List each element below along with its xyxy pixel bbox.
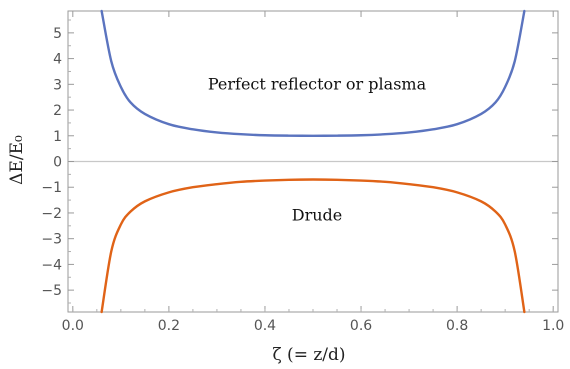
series-line-1 <box>102 180 525 312</box>
x-axis-title: ζ (= z/d) <box>272 345 345 365</box>
y-tick-label: −4 <box>41 257 62 273</box>
annotations: Perfect reflector or plasma Drude <box>208 74 427 224</box>
x-tick-label: 0.2 <box>158 318 180 334</box>
y-tick-label: 1 <box>53 129 62 145</box>
x-axis-ticks: 0.0 0.2 0.4 0.6 0.8 1.0 <box>62 11 565 334</box>
annotation-label: Drude <box>292 206 343 225</box>
y-tick-label: 4 <box>53 52 62 68</box>
x-tick-label: 0.8 <box>446 318 468 334</box>
y-tick-label: 3 <box>53 77 62 93</box>
y-tick-label: −3 <box>41 232 62 248</box>
x-tick-label: 0.0 <box>62 318 84 334</box>
x-tick-label: 1.0 <box>542 318 564 334</box>
y-tick-label: −5 <box>41 283 62 299</box>
x-tick-label: 0.4 <box>254 318 276 334</box>
y-axis-title: ΔE/E₀ <box>7 135 27 185</box>
y-tick-label: −1 <box>41 180 62 196</box>
y-tick-label: 2 <box>53 103 62 119</box>
y-tick-label: −2 <box>41 206 62 222</box>
annotation-label: Perfect reflector or plasma <box>208 74 427 93</box>
y-tick-label: 0 <box>53 155 62 171</box>
x-tick-label: 0.6 <box>350 318 372 334</box>
y-tick-label: 5 <box>53 26 62 42</box>
